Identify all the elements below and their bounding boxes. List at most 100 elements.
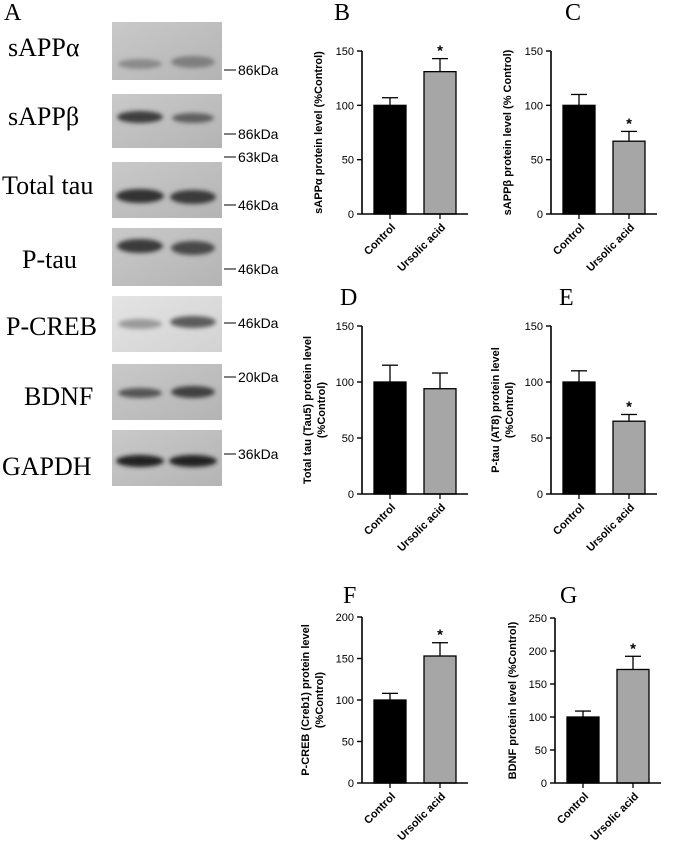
- y-tick-label-g-1: 50: [535, 745, 547, 757]
- y-tick-label-d-2: 100: [336, 377, 354, 389]
- y-tick-label-e-1: 50: [531, 433, 543, 445]
- mw-label-p-tau-46: 46kDa: [238, 261, 279, 277]
- bar-d-1: [423, 388, 457, 495]
- category-label-f-0: Control: [362, 791, 398, 827]
- bar-e-0: [562, 381, 596, 495]
- mw-label-p-creb-46: 46kDa: [238, 315, 279, 331]
- category-label-b-0: Control: [362, 222, 398, 258]
- y-tick-label-b-1: 50: [342, 155, 354, 167]
- y-label-d-0: Total tau (Tau5) protein level: [302, 336, 314, 484]
- y-tick-label-d-3: 150: [336, 321, 354, 333]
- y-tick-label-f-0: 0: [348, 778, 354, 790]
- blot-p-creb: [112, 296, 222, 352]
- y-tick-label-b-0: 0: [348, 209, 354, 221]
- category-label-g-1: Ursolic acid: [589, 791, 642, 844]
- blot-sappb: [112, 94, 222, 148]
- category-label-g-0: Control: [555, 791, 591, 827]
- y-tick-label-f-1: 50: [342, 737, 354, 749]
- bar-f-0: [373, 699, 407, 784]
- y-label-d-1: (%Control): [316, 382, 328, 439]
- y-tick-label-c-2: 100: [525, 100, 543, 112]
- blot-label-p-creb: P-CREB: [6, 312, 97, 341]
- chart-panel-f: F 0 50 100 150 200 Control * Ursolic acid P-CREB …: [300, 583, 468, 843]
- category-label-e-1: Ursolic acid: [585, 502, 638, 555]
- bar-d-0: [373, 381, 407, 495]
- y-label-e-1: (%Control): [504, 382, 516, 439]
- y-tick-label-g-0: 0: [541, 778, 547, 790]
- blot-label-p-tau: P-tau: [22, 245, 77, 274]
- blot-label-sappb: sAPPβ: [8, 102, 79, 131]
- mw-label-sappa-86: 86kDa: [238, 62, 279, 78]
- y-tick-label-d-0: 0: [348, 489, 354, 501]
- y-tick-label-b-2: 100: [336, 100, 354, 112]
- panel-f-letter: F: [343, 583, 356, 609]
- significance-b-1: *: [437, 43, 443, 60]
- bar-g-1: [616, 668, 650, 784]
- y-tick-label-c-3: 150: [525, 46, 543, 58]
- significance-c-1: *: [626, 115, 632, 132]
- chart-panel-g: G 0 50 100 150 200 250 Control * Ursolic acid BDNF…: [507, 583, 661, 843]
- panel-g-letter: G: [560, 583, 577, 609]
- mw-label-bdnf-20: 20kDa: [238, 369, 279, 385]
- panel-d-letter: D: [340, 285, 357, 311]
- y-tick-label-g-5: 250: [529, 613, 547, 625]
- y-tick-label-g-4: 200: [529, 646, 547, 658]
- y-tick-label-f-3: 150: [336, 654, 354, 666]
- panel-b-letter: B: [334, 0, 350, 26]
- mw-label-sappb-86: 86kDa: [238, 126, 279, 142]
- y-label-c-0: sAPPβ protein level (% Control): [502, 49, 514, 215]
- category-label-d-1: Ursolic acid: [396, 502, 449, 555]
- blot-label-sappa: sAPPα: [8, 33, 80, 62]
- y-tick-label-e-3: 150: [525, 321, 543, 333]
- category-label-f-1: Ursolic acid: [396, 791, 449, 844]
- y-tick-label-d-1: 50: [342, 433, 354, 445]
- significance-f-1: *: [437, 627, 443, 644]
- bar-c-0: [562, 104, 596, 215]
- y-tick-label-c-0: 0: [537, 209, 543, 221]
- blot-bdnf: [112, 364, 222, 420]
- blot-label-gapdh: GAPDH: [2, 452, 92, 481]
- y-tick-label-g-2: 100: [529, 712, 547, 724]
- blot-label-total-tau: Total tau: [2, 171, 93, 200]
- blot-label-bdnf: BDNF: [24, 382, 93, 411]
- panel-e-letter: E: [559, 285, 574, 311]
- y-tick-label-f-2: 100: [336, 695, 354, 707]
- category-label-d-0: Control: [362, 502, 398, 538]
- y-tick-label-g-3: 150: [529, 679, 547, 691]
- mw-label-total-tau-46: 46kDa: [238, 197, 279, 213]
- y-label-e-0: P-tau (AT8) protein level: [490, 347, 502, 473]
- bar-b-1: [423, 70, 457, 215]
- y-tick-label-b-3: 150: [336, 46, 354, 58]
- bar-c-1: [612, 140, 646, 215]
- y-tick-label-c-1: 50: [531, 155, 543, 167]
- bar-b-0: [373, 104, 407, 215]
- y-tick-label-f-4: 200: [336, 612, 354, 624]
- blot-p-tau: [112, 228, 222, 286]
- bar-g-0: [566, 716, 600, 784]
- category-label-c-1: Ursolic acid: [585, 222, 638, 275]
- y-label-g-0: BDNF protein level (%Control): [507, 621, 519, 779]
- panel-c-letter: C: [565, 0, 581, 26]
- bar-e-1: [612, 420, 646, 495]
- y-label-f-1: (%Control): [314, 672, 326, 729]
- category-label-e-0: Control: [551, 502, 587, 538]
- significance-e-1: *: [626, 398, 632, 415]
- category-label-c-0: Control: [551, 222, 587, 258]
- blot-total-tau: [112, 162, 222, 218]
- y-label-f-0: P-CREB (Creb1) protein level: [300, 624, 312, 776]
- bar-charts: B 0 50 100 150 Control * Ursolic acid sAPPα prot…: [300, 0, 661, 843]
- panel-a: A sAPPα sAPPβ Total tau P-tau P-CREB BDN…: [2, 0, 279, 486]
- mw-markers: [224, 69, 236, 455]
- mw-label-sappb-63: 63kDa: [238, 149, 279, 165]
- chart-panel-b: B 0 50 100 150 Control * Ursolic acid sAPPα prot…: [313, 0, 468, 274]
- category-label-b-1: Ursolic acid: [396, 222, 449, 275]
- blot-sappa: [112, 22, 222, 80]
- y-tick-label-e-2: 100: [525, 377, 543, 389]
- chart-panel-e: E 0 50 100 150 Control * Ursolic acid P-tau (AT8…: [490, 285, 657, 554]
- bar-f-1: [423, 655, 457, 784]
- blot-gapdh: [112, 430, 222, 486]
- mw-label-gapdh-36: 36kDa: [238, 446, 279, 462]
- y-tick-label-e-0: 0: [537, 489, 543, 501]
